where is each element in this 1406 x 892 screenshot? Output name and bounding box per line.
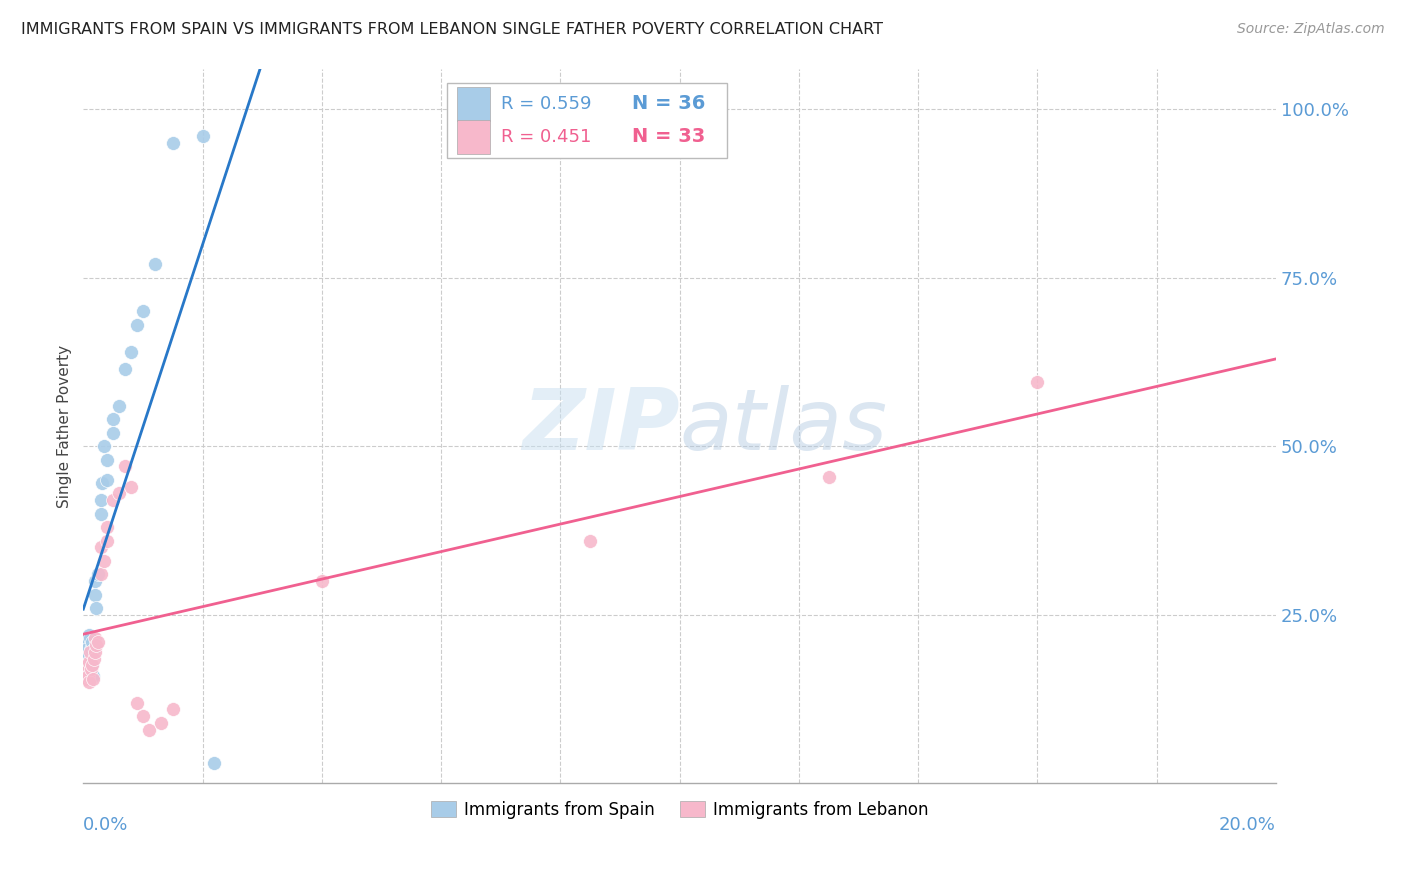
Point bbox=[86, 638, 108, 652]
Point bbox=[77, 655, 100, 669]
FancyBboxPatch shape bbox=[457, 120, 489, 154]
Point bbox=[90, 507, 112, 521]
Point bbox=[108, 486, 131, 500]
Point bbox=[75, 665, 97, 680]
Point bbox=[82, 658, 104, 673]
Point bbox=[817, 469, 839, 483]
Point bbox=[87, 567, 110, 582]
Point bbox=[191, 128, 214, 143]
Point bbox=[76, 658, 98, 673]
Point bbox=[91, 476, 114, 491]
Text: R = 0.559: R = 0.559 bbox=[501, 95, 592, 113]
Point bbox=[75, 645, 97, 659]
Point bbox=[75, 672, 97, 686]
Point bbox=[75, 638, 97, 652]
Point bbox=[114, 361, 136, 376]
Point bbox=[82, 668, 104, 682]
Point bbox=[143, 257, 166, 271]
Text: atlas: atlas bbox=[679, 384, 887, 467]
Point bbox=[90, 541, 112, 555]
Point bbox=[75, 658, 97, 673]
Text: N = 36: N = 36 bbox=[631, 95, 706, 113]
Point bbox=[80, 635, 103, 649]
Legend: Immigrants from Spain, Immigrants from Lebanon: Immigrants from Spain, Immigrants from L… bbox=[425, 794, 935, 825]
Text: N = 33: N = 33 bbox=[631, 128, 706, 146]
Point bbox=[83, 641, 105, 656]
Point bbox=[125, 696, 148, 710]
Point bbox=[96, 533, 118, 548]
Point bbox=[96, 520, 118, 534]
Point bbox=[82, 672, 104, 686]
Point bbox=[77, 662, 100, 676]
Point bbox=[77, 628, 100, 642]
Point bbox=[162, 702, 184, 716]
Point bbox=[93, 554, 115, 568]
Point bbox=[77, 651, 100, 665]
Point bbox=[82, 658, 104, 673]
FancyBboxPatch shape bbox=[457, 87, 489, 121]
Point bbox=[132, 709, 155, 723]
Y-axis label: Single Father Poverty: Single Father Poverty bbox=[58, 344, 72, 508]
Point bbox=[79, 645, 101, 659]
Text: Source: ZipAtlas.com: Source: ZipAtlas.com bbox=[1237, 22, 1385, 37]
Text: 0.0%: 0.0% bbox=[83, 815, 129, 834]
Point bbox=[101, 425, 124, 440]
Text: R = 0.451: R = 0.451 bbox=[501, 128, 591, 146]
Point bbox=[108, 399, 131, 413]
Point bbox=[204, 756, 226, 771]
Point bbox=[120, 480, 142, 494]
Point bbox=[77, 668, 100, 682]
Point bbox=[86, 601, 108, 615]
Point bbox=[84, 574, 107, 589]
Text: IMMIGRANTS FROM SPAIN VS IMMIGRANTS FROM LEBANON SINGLE FATHER POVERTY CORRELATI: IMMIGRANTS FROM SPAIN VS IMMIGRANTS FROM… bbox=[21, 22, 883, 37]
Point bbox=[83, 651, 105, 665]
Point bbox=[76, 641, 98, 656]
Point bbox=[125, 318, 148, 332]
Point bbox=[101, 493, 124, 508]
Point bbox=[579, 533, 602, 548]
Point bbox=[84, 588, 107, 602]
Point bbox=[101, 412, 124, 426]
Point bbox=[80, 641, 103, 656]
Point bbox=[90, 567, 112, 582]
Text: 20.0%: 20.0% bbox=[1219, 815, 1277, 834]
Point bbox=[87, 635, 110, 649]
Point bbox=[1026, 375, 1049, 389]
Point bbox=[93, 439, 115, 453]
Point bbox=[77, 675, 100, 690]
Text: ZIP: ZIP bbox=[522, 384, 679, 467]
Point bbox=[76, 635, 98, 649]
Point bbox=[149, 715, 172, 730]
Point bbox=[138, 723, 160, 737]
Point bbox=[96, 473, 118, 487]
Point bbox=[96, 452, 118, 467]
Point bbox=[311, 574, 333, 589]
Point bbox=[84, 632, 107, 646]
Point bbox=[132, 304, 155, 318]
Point bbox=[120, 344, 142, 359]
Point bbox=[84, 645, 107, 659]
Point bbox=[114, 459, 136, 474]
Point bbox=[162, 136, 184, 150]
FancyBboxPatch shape bbox=[447, 83, 727, 158]
Point bbox=[80, 662, 103, 676]
Point bbox=[90, 493, 112, 508]
Point bbox=[77, 648, 100, 663]
Point bbox=[79, 632, 101, 646]
